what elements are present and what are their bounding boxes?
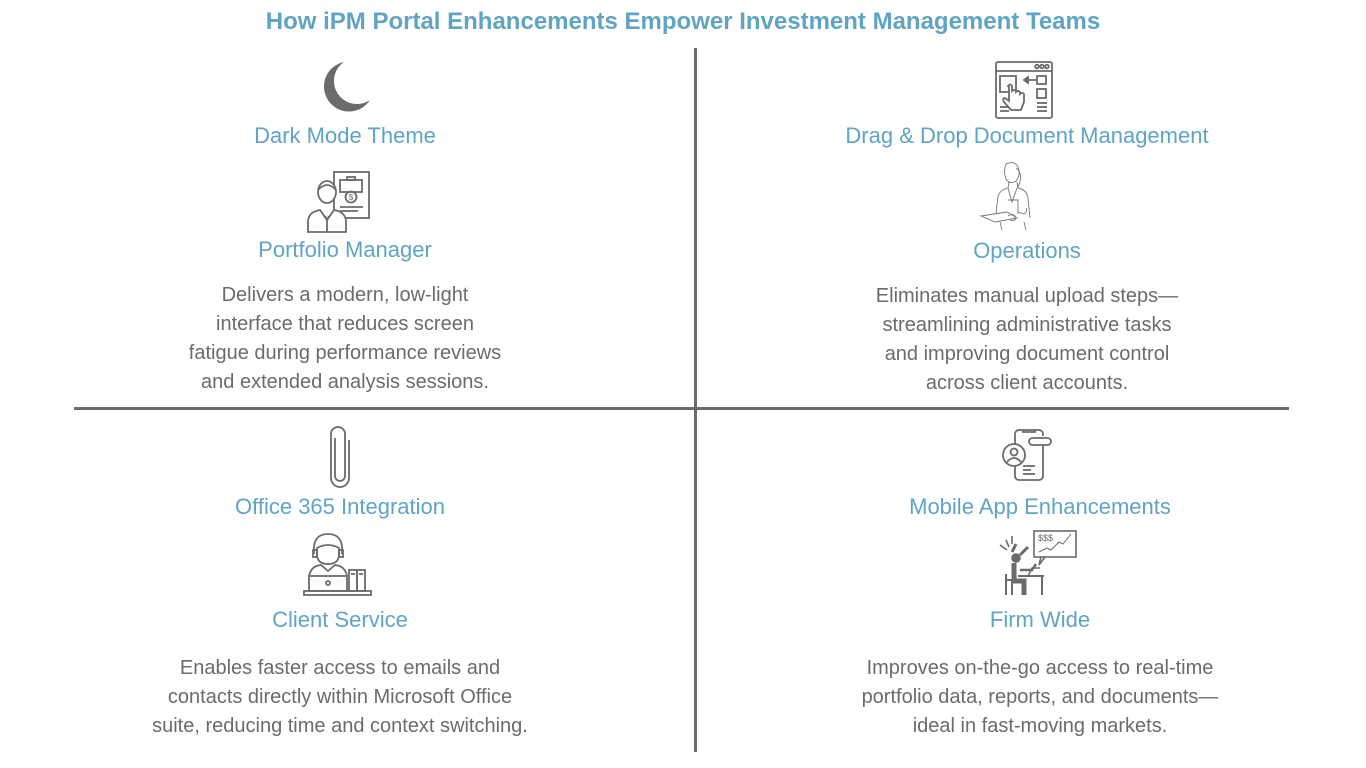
role-title: Operations [973,238,1081,263]
firm-wide-celebration-icon: $$$ [998,530,1078,598]
paperclip-icon [329,426,351,488]
svg-text:$: $ [349,193,354,202]
operations-person-icon [978,160,1048,232]
role-title: Client Service [272,607,408,632]
client-service-icon [303,532,373,598]
portfolio-manager-icon: $ [306,170,372,234]
horizontal-divider [74,407,1289,410]
role-title: Portfolio Manager [258,237,432,262]
feature-title: Office 365 Integration [235,494,445,519]
vertical-divider [694,48,697,752]
description: Eliminates manual upload steps— streamli… [875,285,1179,394]
description: Delivers a modern, low-light interface t… [188,284,502,393]
moon-icon [320,60,372,114]
page-title: How iPM Portal Enhancements Empower Inve… [265,8,1101,35]
description: Improves on-the-go access to real-time p… [861,657,1219,737]
quadrant-office-365: Office 365 Integration Client Service En… [90,414,590,754]
description: Enables faster access to emails and cont… [152,657,528,737]
quadrant-mobile-app: Mobile App Enhancements $$$ Firm Wide Im… [785,414,1295,754]
role-title: Firm Wide [989,607,1091,632]
drag-drop-window-icon [995,61,1053,119]
quadrant-dark-mode: Dark Mode Theme $ Portfolio Manager Deli… [90,48,600,403]
feature-title: Mobile App Enhancements [909,494,1171,519]
quadrant-drag-drop: Drag & Drop Document Management Operatio… [772,48,1282,403]
svg-text:$$$: $$$ [1038,533,1053,543]
feature-title: Drag & Drop Document Management [845,123,1209,148]
feature-title: Dark Mode Theme [254,123,436,148]
mobile-app-icon [999,428,1055,484]
